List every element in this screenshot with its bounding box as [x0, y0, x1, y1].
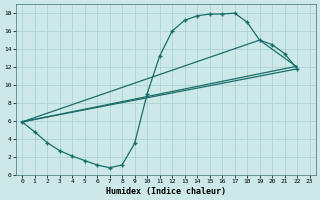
X-axis label: Humidex (Indice chaleur): Humidex (Indice chaleur)	[106, 187, 226, 196]
